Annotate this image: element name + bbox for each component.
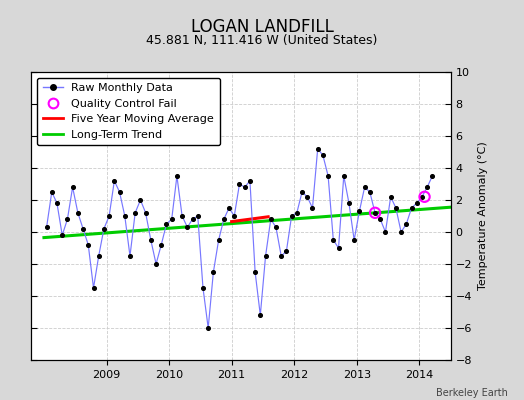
Y-axis label: Temperature Anomaly (°C): Temperature Anomaly (°C): [477, 142, 487, 290]
Point: [58, 232, 67, 238]
Point: [121, 213, 129, 219]
Point: [136, 197, 145, 203]
Text: LOGAN LANDFILL: LOGAN LANDFILL: [191, 18, 333, 36]
Point: [131, 210, 139, 216]
Point: [319, 152, 327, 158]
Point: [407, 205, 416, 211]
Point: [334, 245, 343, 251]
Point: [74, 210, 82, 216]
Point: [42, 224, 51, 230]
Point: [152, 261, 160, 267]
Point: [235, 181, 244, 187]
Point: [371, 210, 379, 216]
Point: [303, 194, 311, 200]
Point: [193, 213, 202, 219]
Point: [84, 242, 92, 248]
Point: [392, 205, 400, 211]
Point: [340, 173, 348, 179]
Point: [173, 173, 181, 179]
Point: [69, 184, 77, 190]
Point: [402, 221, 410, 227]
Point: [355, 208, 364, 214]
Point: [100, 226, 108, 232]
Point: [350, 237, 358, 243]
Point: [423, 184, 431, 190]
Point: [420, 194, 429, 200]
Legend: Raw Monthly Data, Quality Control Fail, Five Year Moving Average, Long-Term Tren: Raw Monthly Data, Quality Control Fail, …: [37, 78, 220, 145]
Point: [230, 213, 238, 219]
Point: [225, 205, 233, 211]
Point: [329, 237, 337, 243]
Point: [79, 226, 88, 232]
Point: [428, 173, 436, 179]
Point: [387, 194, 395, 200]
Point: [287, 213, 296, 219]
Point: [214, 237, 223, 243]
Point: [261, 253, 270, 259]
Point: [141, 210, 150, 216]
Point: [251, 269, 259, 275]
Point: [209, 269, 217, 275]
Point: [48, 189, 56, 195]
Point: [366, 189, 374, 195]
Point: [53, 200, 61, 206]
Point: [246, 178, 254, 184]
Point: [293, 210, 301, 216]
Point: [345, 200, 353, 206]
Point: [298, 189, 306, 195]
Point: [272, 224, 280, 230]
Point: [89, 285, 97, 291]
Point: [115, 189, 124, 195]
Point: [241, 184, 249, 190]
Point: [105, 213, 113, 219]
Point: [412, 200, 421, 206]
Point: [371, 210, 379, 216]
Point: [308, 205, 316, 211]
Point: [63, 216, 72, 222]
Point: [313, 146, 322, 152]
Point: [282, 248, 291, 254]
Point: [168, 216, 176, 222]
Point: [397, 229, 405, 235]
Point: [183, 224, 192, 230]
Text: Berkeley Earth: Berkeley Earth: [436, 388, 508, 398]
Point: [418, 194, 426, 200]
Point: [188, 216, 196, 222]
Point: [204, 325, 212, 331]
Point: [376, 216, 385, 222]
Point: [178, 213, 187, 219]
Point: [256, 312, 265, 318]
Point: [110, 178, 118, 184]
Text: 45.881 N, 111.416 W (United States): 45.881 N, 111.416 W (United States): [146, 34, 378, 47]
Point: [94, 253, 103, 259]
Point: [126, 253, 134, 259]
Point: [267, 216, 275, 222]
Point: [199, 285, 207, 291]
Point: [147, 237, 155, 243]
Point: [157, 242, 166, 248]
Point: [277, 253, 286, 259]
Point: [324, 173, 332, 179]
Point: [162, 221, 171, 227]
Point: [361, 184, 369, 190]
Point: [220, 216, 228, 222]
Point: [381, 229, 390, 235]
